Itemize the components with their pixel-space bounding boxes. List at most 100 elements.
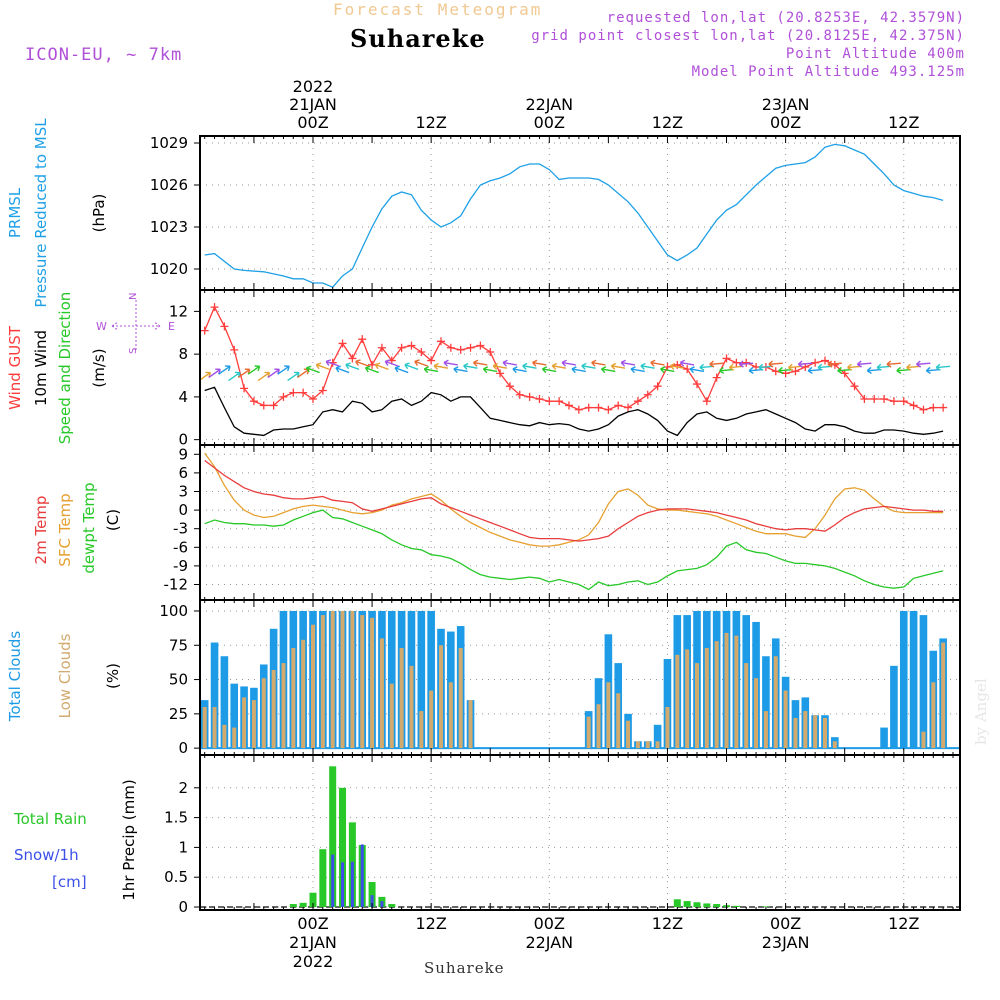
gust-marker (929, 403, 938, 412)
low-cloud-bar (763, 711, 768, 749)
gust-marker (535, 395, 544, 404)
gust-marker (515, 390, 524, 399)
gust-marker (496, 369, 505, 378)
wind-arrow (522, 362, 537, 370)
dewpt-line (204, 509, 944, 591)
total-cloud-bar (890, 665, 898, 749)
wind-arrow (797, 360, 813, 368)
total-cloud-bar (919, 615, 928, 749)
pressure-line (204, 143, 944, 288)
gust-marker (299, 388, 308, 397)
gust-marker (476, 341, 485, 350)
gust-marker (249, 397, 258, 406)
time-top-label: 00Z (770, 113, 801, 132)
wind-arrow (748, 366, 764, 375)
low-cloud-bar (251, 700, 256, 749)
gust-marker (584, 403, 593, 412)
series-layer (200, 143, 960, 908)
low-cloud-bar (360, 615, 365, 749)
gust-marker (702, 397, 711, 406)
model-altitude: Model Point Altitude 493.125m (691, 64, 965, 80)
gust-marker (555, 397, 564, 406)
gust-marker (604, 405, 613, 414)
ytick-label: 2 (178, 779, 188, 797)
low-cloud-bar (635, 741, 640, 749)
wind-arrow (512, 366, 527, 374)
total-cloud-bar (899, 610, 908, 749)
time-top-label: 00Z (534, 113, 565, 132)
year-bottom-label: 2022 (293, 952, 334, 971)
gust-marker (742, 358, 751, 367)
total-cloud-bar (387, 610, 396, 749)
low-cloud-bar (941, 642, 946, 749)
location-title: Suhareke (350, 24, 486, 53)
wind-arrow (679, 359, 695, 367)
wind-arrow (847, 363, 862, 371)
time-bottom-label: 12Z (652, 914, 683, 933)
ytick-label: 75 (169, 636, 188, 654)
low-cloud-bar (714, 641, 719, 749)
label-total-clouds: Total Clouds (6, 631, 24, 723)
gust-marker (427, 356, 436, 365)
rain-bar (339, 787, 347, 908)
wind-arrow (453, 366, 468, 374)
low-cloud-bar (694, 663, 699, 749)
time-bottom-label: 12Z (415, 914, 446, 933)
wind-arrow (404, 362, 419, 371)
gust-marker (811, 358, 820, 367)
time-top-label: 00Z (297, 113, 328, 132)
time-top-label: 12Z (652, 113, 683, 132)
wind-arrow (345, 362, 360, 371)
rain-bar (329, 766, 337, 908)
ytick-label: 9 (178, 445, 188, 463)
compass-n: N (128, 293, 139, 300)
gust-marker (338, 339, 347, 348)
gust-marker (289, 388, 298, 397)
total-cloud-bar (220, 656, 229, 749)
wind-arrow (364, 365, 379, 374)
low-cloud-bar (685, 649, 690, 749)
gust-marker (269, 401, 278, 410)
gust-line (204, 305, 944, 411)
ytick-label: -9 (173, 557, 188, 575)
rain-bar (713, 904, 721, 908)
requested-coords: requested lon,lat (20.8253E, 42.3579N) (606, 10, 965, 26)
label-percent: (%) (104, 663, 122, 689)
panel-frame-pressure (199, 135, 961, 291)
gust-marker (870, 395, 879, 404)
low-cloud-bar (626, 720, 631, 749)
gust-marker (574, 405, 583, 414)
snow-bar (370, 895, 374, 908)
wind-arrow (620, 359, 636, 367)
gust-marker (712, 373, 721, 382)
low-cloud-bar (803, 711, 808, 749)
wind-arrow (551, 362, 567, 370)
low-cloud-bar (783, 690, 788, 749)
gust-marker (318, 386, 327, 395)
label-dewpt-temp: dewpt Temp (80, 482, 98, 573)
low-cloud-bar (261, 678, 266, 749)
gust-marker (939, 403, 948, 412)
rain-bar (309, 892, 317, 908)
label-sfc-temp: SFC Temp (56, 493, 74, 566)
wind-arrow (660, 366, 675, 374)
temp-2m-line (204, 459, 944, 542)
panel-frame-precipitation (199, 754, 961, 911)
snow-bar (331, 854, 335, 908)
low-cloud-bar (311, 624, 315, 749)
low-cloud-bar (438, 645, 443, 749)
wind-arrow (768, 360, 783, 368)
low-cloud-bar (616, 693, 621, 749)
wind-arrow (630, 366, 645, 374)
ytick-label: 1020 (150, 260, 188, 278)
wind-arrow (277, 365, 290, 375)
low-cloud-bar (793, 717, 798, 749)
total-cloud-bar (880, 727, 888, 749)
ytick-label: 0 (178, 431, 188, 449)
wind-line (204, 386, 944, 437)
snow-bar (350, 861, 354, 908)
gust-marker (417, 348, 426, 356)
ytick-label: 0 (178, 739, 188, 757)
wind-arrow (640, 362, 655, 370)
wind-arrow (699, 363, 714, 371)
